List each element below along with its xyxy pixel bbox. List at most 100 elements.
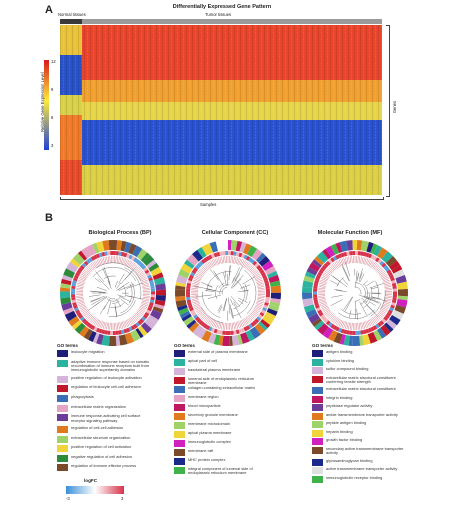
dendrogram-leaf [243, 318, 248, 325]
dendrogram-leaf [381, 275, 388, 279]
dendrogram-branch [207, 294, 221, 299]
go-ring-segment [60, 278, 72, 285]
dendrogram-leaf [377, 268, 383, 274]
dendrogram-leaf [142, 296, 150, 299]
dendrogram-arc [206, 271, 232, 292]
logfc-ring-cell [133, 257, 138, 263]
go-ring-segment [366, 241, 374, 253]
go-ring-segment [245, 330, 255, 342]
scale-tick: 12 [51, 59, 56, 64]
dendrogram-branch [230, 298, 234, 305]
legend-label: apical part of cell [188, 358, 218, 363]
logfc-ring-cell [328, 259, 333, 264]
go-ring-segment [135, 328, 144, 339]
legend-swatch [174, 377, 185, 384]
dendrogram-branch [229, 265, 231, 276]
dendrogram-leaf [130, 317, 135, 324]
dendrogram-leaf [325, 311, 332, 317]
legend-item: external side of plasma membrane [174, 349, 268, 357]
dendrogram-leaf [378, 269, 385, 275]
logfc-ring-cell [320, 314, 326, 319]
dendrogram-leaf [257, 289, 265, 291]
dendrogram-arc [124, 267, 142, 300]
dendrogram-leaf [384, 286, 392, 288]
dendrogram-leaf [249, 313, 255, 319]
dendrogram-leaf [328, 313, 334, 319]
legend-item: collagen-containing extracellular matrix [174, 385, 268, 393]
legend-swatch [312, 412, 323, 420]
dendrogram-leaf [77, 300, 85, 304]
dendrogram-branch [88, 294, 101, 297]
logfc-ring-cell [346, 251, 350, 256]
legend-swatch [312, 395, 323, 403]
logfc-ring-cell [365, 328, 370, 334]
dendrogram-leaf [381, 307, 388, 311]
logfc-ring-cell [248, 257, 253, 263]
dendrogram-branch [366, 297, 380, 303]
dendrogram-leaf [133, 266, 139, 272]
dendrogram-leaf [202, 266, 208, 272]
dendrogram-branch [233, 278, 242, 288]
logfc-ring-cell [149, 302, 154, 306]
dendrogram-leaf [135, 312, 141, 318]
logfc-ring-cell [71, 285, 76, 290]
legend-swatch [312, 367, 323, 374]
logfc-ring-cell [265, 296, 270, 301]
dendrogram-branch [344, 297, 353, 312]
logfc-ring-cell [107, 330, 111, 335]
legend-label: extracellular matrix structural constitu… [326, 386, 396, 392]
dendrogram-leaf [95, 260, 99, 267]
dendrogram-branch [371, 297, 387, 302]
legend-item: active transmembrane transporter activit… [312, 466, 406, 475]
dendrogram-leaf [80, 275, 87, 279]
dendrogram-leaf [360, 322, 362, 330]
legend-swatch [57, 464, 68, 472]
dendrogram-leaf [136, 311, 143, 317]
dendrogram-leaf [233, 256, 235, 264]
go-ring-segment [83, 328, 93, 340]
dendrogram-leaf [207, 317, 212, 324]
logfc-ring-cell [252, 260, 258, 266]
dendrogram-leaf [324, 272, 331, 277]
logfc-ring-cell [230, 251, 234, 256]
dendrogram-leaf [78, 304, 86, 308]
go-ring-segment [380, 324, 391, 336]
dendrogram-leaf [341, 258, 345, 265]
logfc-ring-cell [216, 251, 221, 257]
go-ring-segment [175, 285, 186, 290]
dendrogram-arc [380, 290, 386, 310]
dendrogram-leaf [124, 320, 128, 328]
dendrogram-leaf [141, 303, 148, 307]
go-ring-segment [155, 294, 166, 302]
dendrogram-branch [117, 294, 125, 298]
go-ring-segment [153, 276, 166, 286]
dendrogram-leaf [329, 314, 335, 320]
dendrogram-leaf [372, 317, 377, 324]
logfc-ring-cell [88, 257, 93, 263]
legend-swatch [57, 395, 68, 402]
go-ring-segment [152, 306, 164, 314]
dendrogram-leaf [141, 281, 149, 284]
go-ring-segment [186, 254, 199, 266]
dendrogram-leaf [257, 295, 265, 297]
logfc-ring-cell [392, 296, 397, 301]
legend-label: membrane raft [188, 448, 214, 453]
go-ring-segment [60, 291, 71, 299]
dendrogram-leaf [230, 256, 232, 264]
logfc-ring-cell [367, 327, 373, 333]
expression-color-scale [44, 60, 49, 150]
go-ring-segment [222, 335, 230, 346]
go-ring-segment [270, 298, 281, 304]
dendrogram-leaf [325, 269, 332, 275]
dendrogram-leaf [369, 319, 373, 326]
legend-item: antigen binding [312, 349, 406, 357]
dendrogram-leaf [127, 319, 131, 326]
logfc-ring-cell [128, 326, 133, 332]
dendrogram-leaf [361, 322, 364, 330]
dendrogram-branch [206, 288, 216, 291]
logfc-ring-cell [147, 307, 152, 312]
legend-item: extracellular matrix organization [57, 404, 151, 412]
legend-label: secretory granule membrane [188, 412, 238, 417]
logfc-ring-cell [142, 314, 148, 319]
dendrogram-leaf [104, 322, 107, 330]
